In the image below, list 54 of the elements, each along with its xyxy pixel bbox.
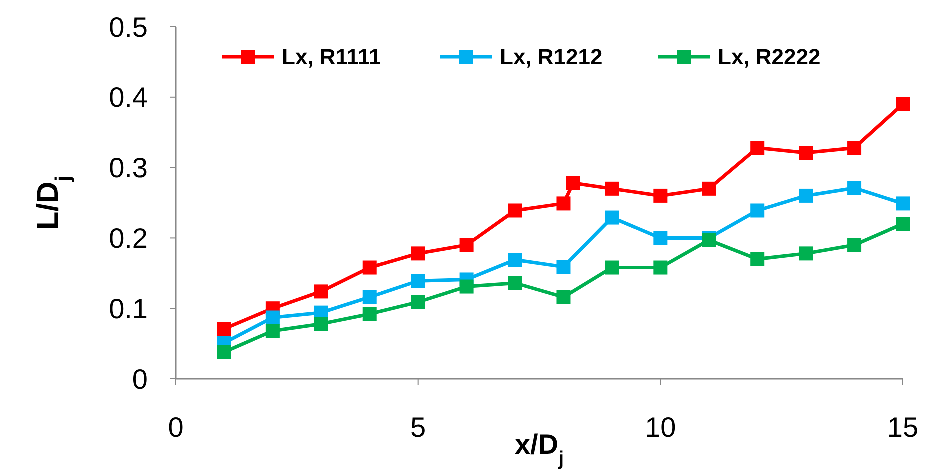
point (654, 231, 668, 246)
point (654, 188, 668, 203)
point (896, 217, 910, 232)
point (266, 324, 280, 338)
y-tick-label: 0 (132, 364, 148, 395)
x-tick-label: 5 (410, 412, 426, 443)
point (896, 196, 910, 211)
x-tick-label: 15 (887, 412, 919, 443)
point (556, 290, 571, 304)
y-tick-label: 0.5 (109, 12, 148, 43)
point (362, 307, 377, 322)
point (217, 345, 232, 360)
point (556, 196, 571, 211)
point (848, 181, 862, 196)
point (750, 204, 765, 218)
point (848, 141, 862, 156)
point (848, 238, 862, 252)
point (654, 260, 668, 275)
point (411, 295, 426, 310)
y-tick-label: 0.1 (109, 293, 148, 324)
point (266, 310, 280, 325)
point (217, 322, 232, 336)
x-axis-title: x/D$_{j}$ (514, 429, 564, 470)
legend-label: Lx, R1111 (282, 44, 382, 70)
point (411, 274, 426, 288)
point (799, 246, 814, 261)
point (411, 246, 426, 261)
point (566, 176, 580, 190)
point (314, 317, 328, 332)
y-tick-label: 0.2 (109, 223, 148, 254)
point (799, 146, 814, 160)
point (750, 252, 765, 266)
legend-label: Lx, R1212 (500, 44, 603, 70)
point (799, 188, 814, 203)
legend-label: Lx, R2222 (718, 44, 821, 70)
point (702, 182, 716, 196)
x-tick-label: 10 (645, 412, 676, 443)
point (508, 276, 522, 290)
point (605, 182, 620, 196)
point (460, 280, 474, 294)
point (314, 284, 328, 299)
point (460, 238, 474, 252)
point (605, 260, 620, 275)
point (750, 141, 765, 156)
point (605, 210, 620, 225)
point (362, 290, 377, 304)
point (896, 97, 910, 112)
x-tick-label: 0 (168, 412, 184, 443)
y-tick-label: 0.4 (109, 82, 148, 114)
point (508, 253, 522, 268)
y-tick-label: 0.3 (109, 152, 148, 184)
point (362, 260, 377, 275)
point (556, 260, 571, 274)
point (508, 204, 522, 218)
